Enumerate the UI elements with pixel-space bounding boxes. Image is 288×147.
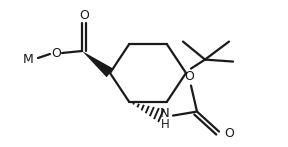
Polygon shape <box>82 51 113 77</box>
Text: M: M <box>23 52 33 66</box>
Text: O: O <box>184 70 194 83</box>
Text: H: H <box>161 118 169 131</box>
Text: O: O <box>224 127 234 140</box>
Text: N: N <box>160 107 170 120</box>
Text: O: O <box>79 9 89 21</box>
Text: O: O <box>51 46 61 60</box>
